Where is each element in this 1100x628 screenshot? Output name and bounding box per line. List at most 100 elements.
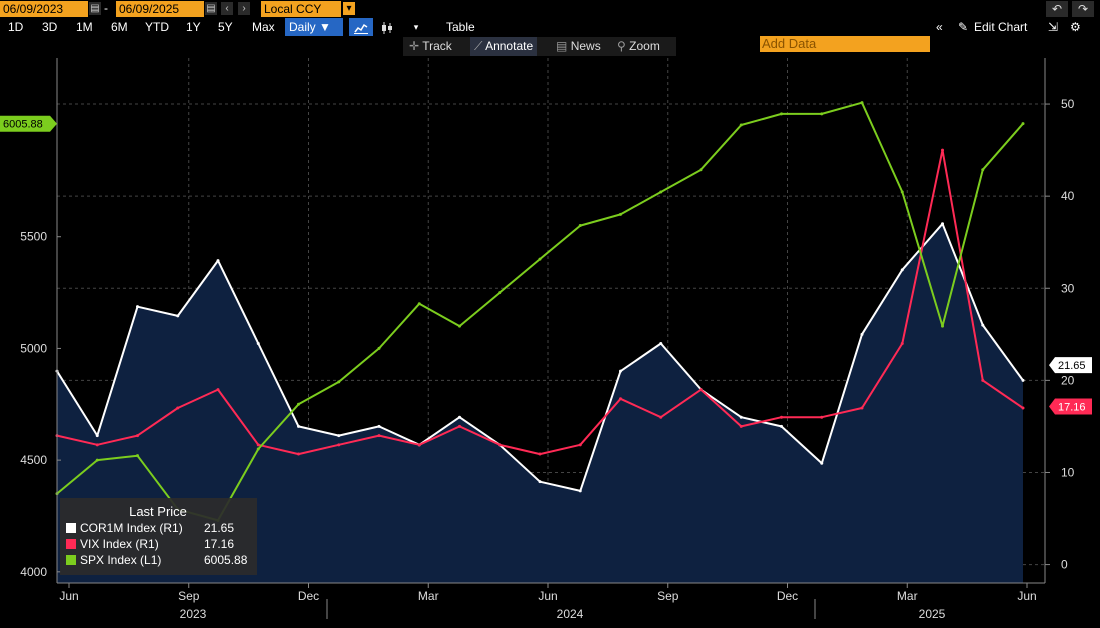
export-icon[interactable]: ⇲	[1048, 20, 1059, 34]
range-1m-button[interactable]: 1M	[76, 20, 93, 34]
spx-point	[981, 168, 985, 172]
last-value-tags: 6005.88 21.65 17.16	[0, 115, 1092, 415]
spx-point	[256, 447, 260, 451]
spx-point	[498, 291, 502, 295]
range-5y-button[interactable]: 5Y	[218, 20, 233, 34]
cor1m-point	[216, 259, 220, 263]
left-tick-label: 4000	[20, 565, 47, 579]
zoom-tool[interactable]: ⚲ Zoom	[617, 37, 660, 56]
spx-point	[820, 112, 824, 116]
start-date-field[interactable]: 06/09/2023	[0, 1, 88, 17]
range-6m-button[interactable]: 6M	[111, 20, 128, 34]
vix-point	[216, 388, 220, 392]
vix-point	[337, 443, 341, 447]
x-tick-label: Dec	[777, 589, 798, 603]
vix-point	[739, 424, 743, 428]
calendar-icon[interactable]: ▤	[205, 2, 217, 15]
legend-swatch	[66, 555, 76, 565]
cor1m-point	[176, 314, 180, 318]
spx-point	[297, 402, 300, 406]
track-label: Track	[422, 39, 452, 53]
chart-tool-strip: ✛ Track ⟋ Annotate ▤ News ⚲ Zoom	[403, 37, 676, 56]
undo-icon[interactable]: ↶	[1046, 1, 1068, 17]
chevron-right-icon[interactable]: ›	[238, 2, 250, 15]
cor1m-point	[136, 305, 139, 309]
chevron-down-icon[interactable]: ▾	[343, 2, 355, 15]
track-tool[interactable]: ✛ Track	[409, 37, 452, 56]
spx-point	[1021, 122, 1025, 126]
range-ytd-button[interactable]: YTD	[145, 20, 169, 34]
annotate-label: Annotate	[485, 39, 534, 53]
annotate-icon: ⟋	[474, 39, 483, 53]
x-tick-label: Jun	[1017, 589, 1036, 603]
year-label: 2023	[180, 607, 207, 621]
vix-last-tag	[1049, 398, 1092, 415]
vix-point	[900, 342, 904, 346]
x-tick-label: Sep	[657, 589, 679, 603]
annotate-tool[interactable]: ⟋ Annotate	[470, 37, 538, 56]
range-3d-button[interactable]: 3D	[42, 20, 58, 34]
table-button[interactable]: Table	[446, 20, 475, 34]
crosshair-icon: ✛	[409, 39, 420, 53]
date-separator: -	[104, 1, 108, 15]
collapse-icon[interactable]: «	[936, 20, 943, 34]
cor1m-point	[256, 342, 260, 346]
cor1m-point	[900, 268, 904, 272]
chart-axes: 4000 4500 5000 5500 0 10 20 30 40 50 Jun Sep Dec Mar J…	[20, 58, 1075, 621]
news-icon: ▤	[556, 39, 568, 53]
cor1m-point	[981, 323, 985, 327]
chevron-down-icon[interactable]: ▾	[413, 22, 419, 32]
cor1m-point	[941, 222, 944, 226]
currency-select[interactable]: Local CCY	[261, 1, 341, 17]
vix-point	[578, 443, 582, 447]
vix-point	[95, 443, 99, 447]
left-tick-label: 4500	[20, 453, 47, 467]
redo-icon[interactable]: ↷	[1072, 1, 1094, 17]
chart-area[interactable]: 4000 4500 5000 5500 0 10 20 30 40 50 Jun Sep Dec Mar J…	[0, 58, 1100, 628]
cor1m-point	[578, 489, 582, 493]
cor1m-point	[1021, 378, 1025, 382]
cor1m-point	[337, 434, 341, 438]
range-1y-button[interactable]: 1Y	[186, 20, 201, 34]
zoom-label: Zoom	[629, 39, 660, 53]
end-date-field[interactable]: 06/09/2025	[116, 1, 204, 17]
frequency-select[interactable]: Daily ▼	[285, 18, 343, 36]
right-tick-label: 10	[1061, 465, 1075, 479]
right-tick-label: 40	[1061, 189, 1075, 203]
cor1m-point	[780, 424, 783, 428]
vix-point	[699, 388, 703, 392]
news-tool[interactable]: ▤ News	[556, 37, 601, 56]
gear-icon[interactable]: ⚙	[1070, 20, 1081, 34]
spx-point	[941, 324, 944, 328]
top-toolbar: 06/09/2023 ▤ - 06/09/2025 ▤ ‹ › Local CC…	[0, 0, 1100, 18]
vix-point	[176, 406, 180, 410]
x-tick-label: Mar	[418, 589, 439, 603]
range-max-button[interactable]: Max	[252, 20, 275, 34]
candlestick-icon[interactable]	[376, 18, 398, 36]
spx-point	[659, 190, 663, 194]
range-toolbar: 1D 3D 1M 6M YTD 1Y 5Y Max Daily ▼ ▾ Tabl…	[0, 18, 1100, 52]
edit-chart-button[interactable]: Edit Chart	[974, 20, 1028, 34]
cor1m-point	[377, 424, 381, 428]
right-tick-label: 20	[1061, 373, 1075, 387]
pencil-icon[interactable]: ✎	[958, 20, 969, 34]
cor1m-point	[297, 424, 300, 428]
vix-point	[981, 378, 985, 382]
range-1d-button[interactable]: 1D	[8, 20, 24, 34]
cor1m-point	[458, 415, 461, 419]
legend-item-value: 6005.88	[204, 553, 248, 567]
vix-point	[659, 415, 663, 419]
x-tick-label: Dec	[298, 589, 319, 603]
spx-point	[538, 257, 542, 261]
line-chart-icon[interactable]	[349, 18, 373, 36]
chevron-left-icon[interactable]: ‹	[221, 2, 233, 15]
legend-item-name: COR1M Index (R1)	[80, 521, 183, 535]
vix-point	[297, 452, 300, 456]
calendar-icon[interactable]: ▤	[89, 2, 101, 15]
vix-point	[417, 443, 421, 447]
spx-point	[699, 168, 703, 172]
add-data-input[interactable]: Add Data	[760, 36, 930, 52]
left-tick-label: 5500	[20, 230, 47, 244]
cor1m-point	[95, 434, 99, 438]
legend-item-name: SPX Index (L1)	[80, 553, 161, 567]
